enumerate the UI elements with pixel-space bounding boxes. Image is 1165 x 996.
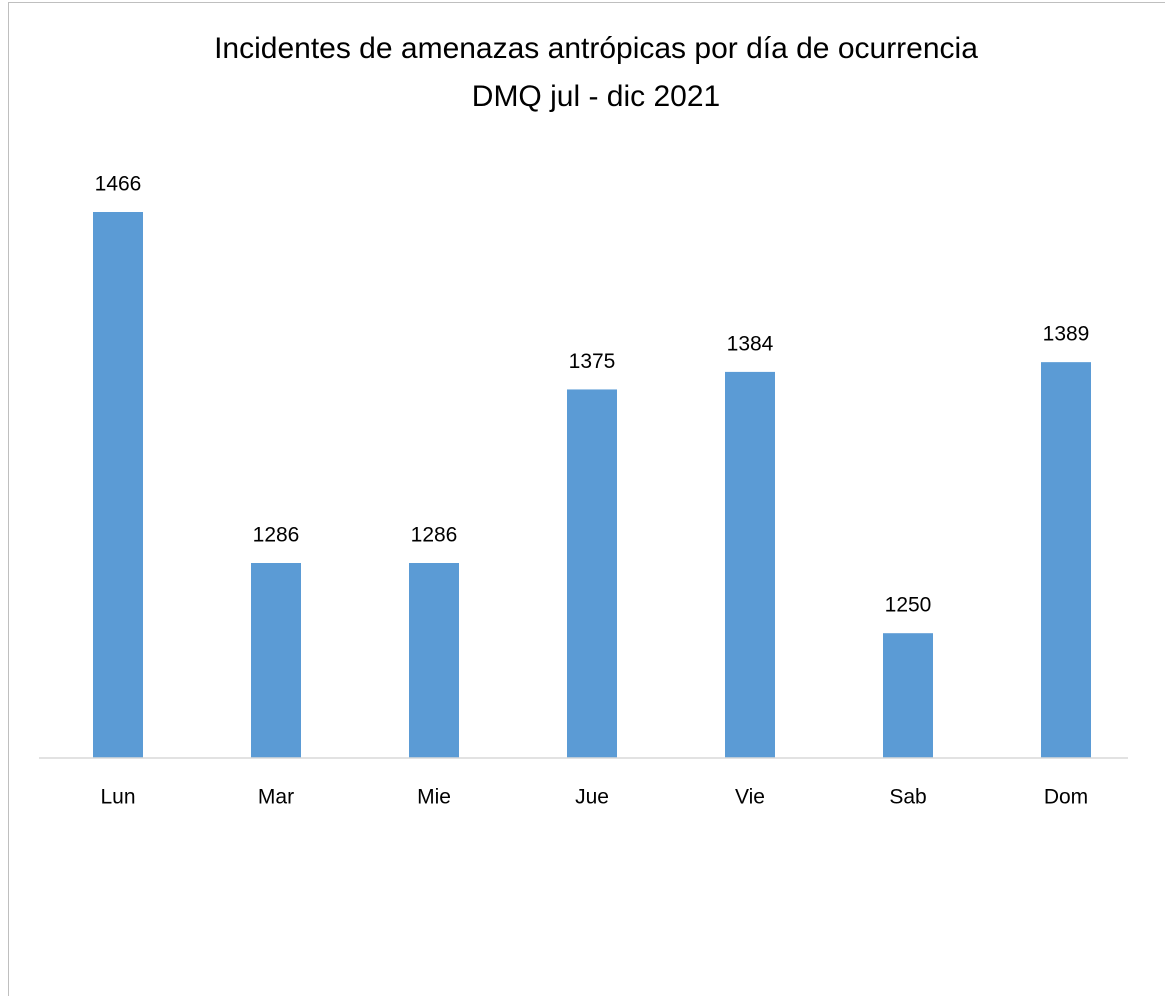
data-label: 1384 xyxy=(727,332,774,355)
x-tick-label: Vie xyxy=(735,786,765,809)
data-label: 1375 xyxy=(569,350,616,373)
bar xyxy=(1041,362,1091,758)
chart-subtitle: DMQ jul - dic 2021 xyxy=(472,80,720,113)
data-label: 1286 xyxy=(253,524,300,547)
x-tick-label: Mar xyxy=(258,786,294,809)
data-label: 1250 xyxy=(885,594,932,617)
x-tick-label: Mie xyxy=(417,786,451,809)
x-tick-label: Sab xyxy=(889,786,926,809)
data-label: 1466 xyxy=(95,173,142,196)
bar xyxy=(567,389,617,758)
x-tick-label: Lun xyxy=(100,786,135,809)
bar xyxy=(409,563,459,758)
data-label: 1286 xyxy=(411,524,458,547)
chart-title: Incidentes de amenazas antrópicas por dí… xyxy=(214,32,978,65)
bar xyxy=(883,633,933,758)
data-label: 1389 xyxy=(1043,323,1090,346)
bar xyxy=(251,563,301,758)
bar xyxy=(725,371,775,758)
x-tick-label: Dom xyxy=(1044,786,1088,809)
bar xyxy=(93,212,143,758)
x-tick-label: Jue xyxy=(575,786,609,809)
